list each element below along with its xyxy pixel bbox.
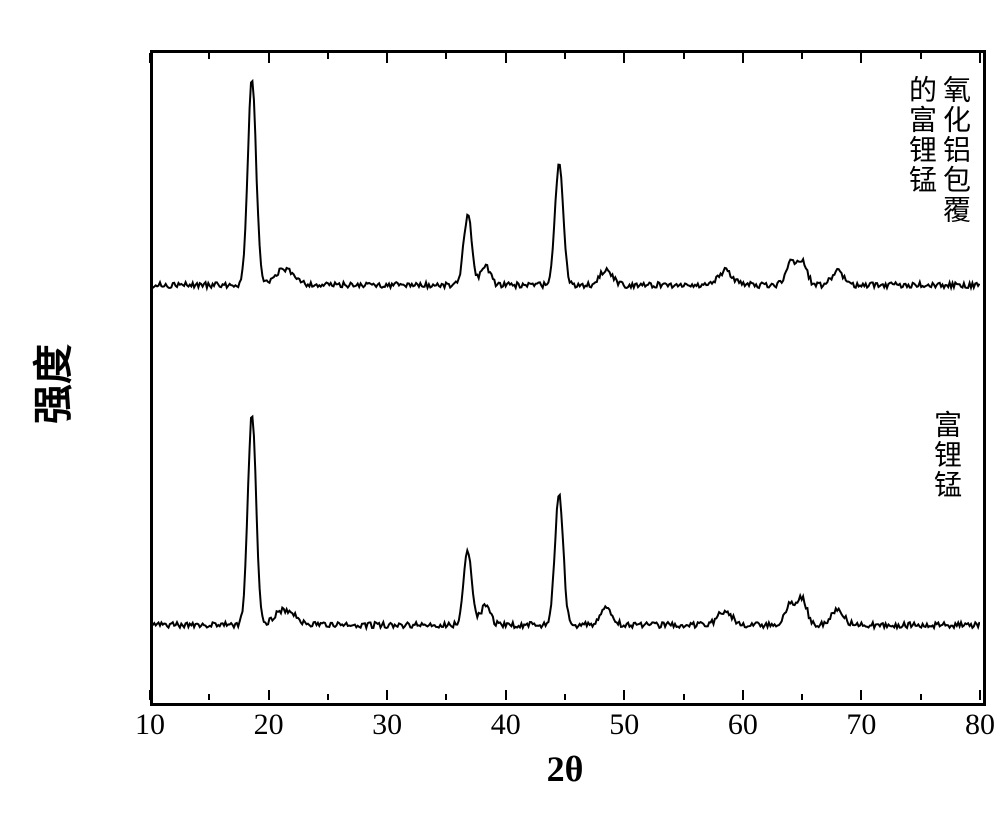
xrd-trace — [150, 417, 980, 628]
x-minor-tick — [683, 53, 685, 59]
x-tick — [979, 690, 981, 700]
x-tick-label: 30 — [357, 708, 417, 742]
series-label-col: 的富锂锰 — [900, 75, 940, 195]
series-label-col: 氧化铝包覆 — [934, 75, 974, 225]
x-tick — [268, 53, 270, 63]
series-label-col: 富锂锰 — [925, 410, 965, 500]
x-tick — [742, 690, 744, 700]
xrd-pattern-bottom — [20, 20, 1000, 795]
x-minor-tick — [208, 694, 210, 700]
x-tick-label: 20 — [239, 708, 299, 742]
x-tick — [149, 690, 151, 700]
x-tick-label: 80 — [950, 708, 1000, 742]
x-minor-tick — [801, 694, 803, 700]
x-minor-tick — [920, 53, 922, 59]
x-tick — [860, 690, 862, 700]
x-minor-tick — [208, 53, 210, 59]
x-tick — [386, 53, 388, 63]
x-minor-tick — [564, 694, 566, 700]
x-tick-label: 50 — [594, 708, 654, 742]
x-tick — [505, 690, 507, 700]
x-minor-tick — [327, 694, 329, 700]
x-tick — [623, 53, 625, 63]
x-tick-label: 40 — [476, 708, 536, 742]
x-minor-tick — [801, 53, 803, 59]
x-minor-tick — [683, 694, 685, 700]
x-tick-label: 10 — [120, 708, 180, 742]
x-tick — [505, 53, 507, 63]
x-minor-tick — [564, 53, 566, 59]
x-tick — [623, 690, 625, 700]
xrd-chart: 强度 2θ 1020304050607080氧化铝包覆的富锂锰富锂锰 — [20, 20, 1000, 795]
x-minor-tick — [920, 694, 922, 700]
x-tick — [386, 690, 388, 700]
x-minor-tick — [445, 694, 447, 700]
x-minor-tick — [327, 53, 329, 59]
x-tick — [742, 53, 744, 63]
x-tick — [979, 53, 981, 63]
x-minor-tick — [445, 53, 447, 59]
x-tick — [860, 53, 862, 63]
x-tick-label: 60 — [713, 708, 773, 742]
x-tick — [268, 690, 270, 700]
x-tick-label: 70 — [831, 708, 891, 742]
x-tick — [149, 53, 151, 63]
